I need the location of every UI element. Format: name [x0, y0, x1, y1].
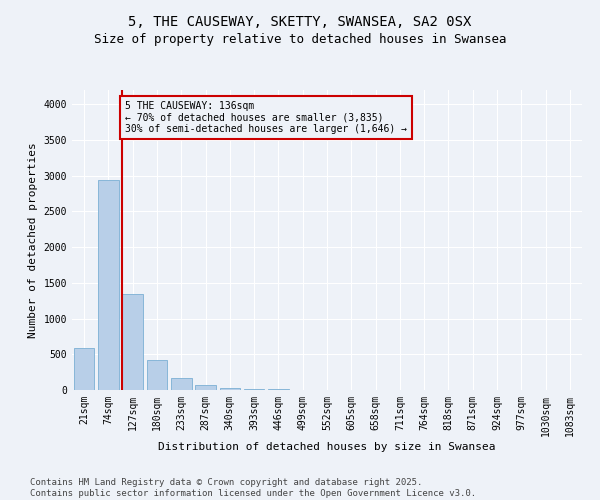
- Bar: [195, 384, 216, 390]
- Bar: [171, 378, 191, 390]
- Text: Contains HM Land Registry data © Crown copyright and database right 2025.
Contai: Contains HM Land Registry data © Crown c…: [30, 478, 476, 498]
- Text: 5 THE CAUSEWAY: 136sqm
← 70% of detached houses are smaller (3,835)
30% of semi-: 5 THE CAUSEWAY: 136sqm ← 70% of detached…: [125, 100, 407, 134]
- Bar: [146, 360, 167, 390]
- X-axis label: Distribution of detached houses by size in Swansea: Distribution of detached houses by size …: [158, 442, 496, 452]
- Text: Size of property relative to detached houses in Swansea: Size of property relative to detached ho…: [94, 32, 506, 46]
- Y-axis label: Number of detached properties: Number of detached properties: [28, 142, 38, 338]
- Bar: [98, 180, 119, 390]
- Text: 5, THE CAUSEWAY, SKETTY, SWANSEA, SA2 0SX: 5, THE CAUSEWAY, SKETTY, SWANSEA, SA2 0S…: [128, 15, 472, 29]
- Bar: [220, 388, 240, 390]
- Bar: [74, 348, 94, 390]
- Bar: [122, 294, 143, 390]
- Bar: [244, 388, 265, 390]
